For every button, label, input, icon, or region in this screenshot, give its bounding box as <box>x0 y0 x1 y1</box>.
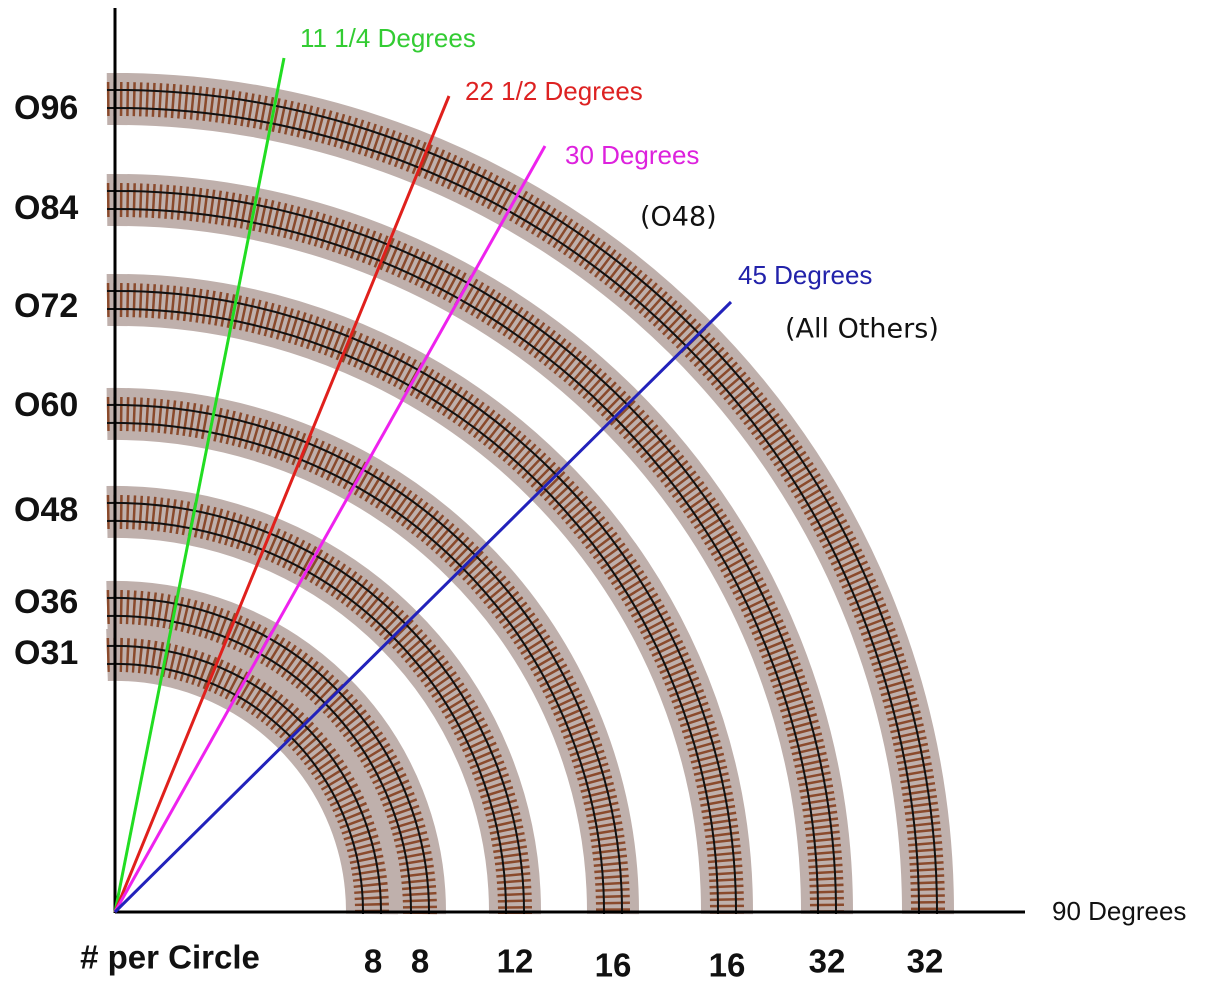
track-bed <box>106 72 955 915</box>
track-bed <box>106 173 854 915</box>
track-rail <box>106 189 838 915</box>
track-rail <box>106 644 383 915</box>
angle-line <box>113 57 286 913</box>
track-rail <box>106 519 508 915</box>
count: 32 <box>907 943 944 980</box>
angle-label: 90 Degrees <box>1052 896 1186 926</box>
angle-label: 11 1/4 Degrees <box>300 23 476 53</box>
track-rail <box>106 596 431 915</box>
track-rail <box>106 106 921 915</box>
count: 32 <box>809 943 846 980</box>
track-rail <box>106 501 526 915</box>
count: 16 <box>595 947 632 984</box>
curve-label: O31 <box>14 634 78 672</box>
angle-line <box>113 300 733 914</box>
curve-label: O60 <box>14 386 78 424</box>
track-rail <box>106 207 820 915</box>
angle-label: 45 Degrees <box>738 260 872 290</box>
note: (O48) <box>640 202 717 233</box>
track-rail <box>106 403 624 915</box>
track-rail <box>106 289 738 915</box>
angle-line <box>113 145 547 913</box>
note: (All Others) <box>785 314 939 345</box>
track-rail <box>106 421 606 915</box>
curve-label: O72 <box>14 287 78 325</box>
curve-label: O96 <box>14 89 78 127</box>
count: 8 <box>411 943 429 980</box>
track-ties <box>106 494 533 915</box>
count: 8 <box>364 943 382 980</box>
track-ties <box>106 589 438 915</box>
curve-label: O84 <box>14 189 78 227</box>
curve-label: O36 <box>14 583 78 621</box>
angle-label: 30 Degrees <box>565 140 699 170</box>
angle-label: 22 1/2 Degrees <box>465 76 643 106</box>
track-ties <box>106 637 390 915</box>
count: 12 <box>497 943 534 980</box>
track-bed <box>106 273 754 915</box>
angle-line <box>113 95 451 913</box>
curve-label: O48 <box>14 491 78 529</box>
tracks <box>106 72 955 915</box>
track-rail <box>106 662 365 915</box>
count-title: # per Circle <box>80 939 260 976</box>
track-rail <box>106 88 939 915</box>
track-bed <box>106 387 640 915</box>
track-rail <box>106 614 413 915</box>
count: 16 <box>709 947 746 984</box>
track-rail <box>106 307 720 915</box>
